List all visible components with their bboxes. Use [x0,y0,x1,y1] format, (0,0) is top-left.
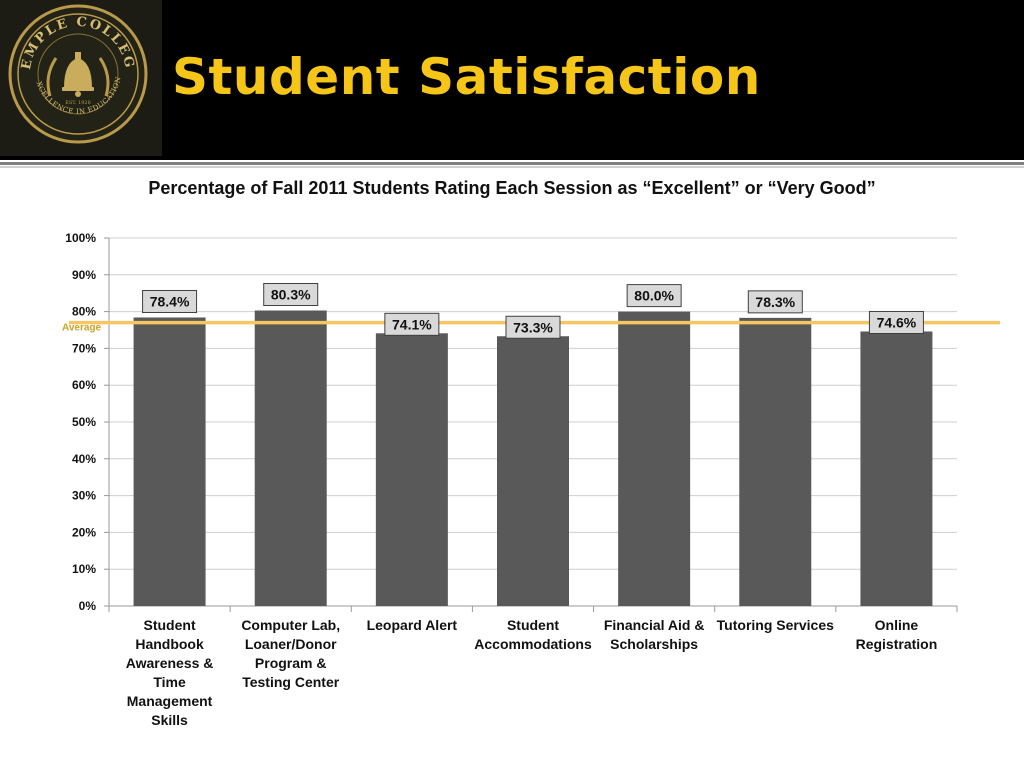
bar [618,311,691,606]
y-tick-label: 70% [72,341,96,355]
y-tick-label: 100% [65,231,96,245]
data-label-box [747,290,803,314]
y-tick-label: 0% [79,599,97,613]
bar [133,317,206,606]
data-label-box [868,310,924,334]
data-label: 78.4% [150,293,190,309]
x-category-label: Online Registration [855,617,938,652]
data-label-box [142,289,198,313]
logo: TEMPLE COLLEGE EXCELLENCE IN EDUCATION E… [0,0,162,156]
data-label: 80.3% [271,286,311,302]
y-tick-label: 40% [72,452,96,466]
y-tick-label: 90% [72,268,96,282]
data-label-box [505,315,561,339]
data-label: 78.3% [755,294,795,310]
bar [497,336,569,606]
bar [375,333,448,606]
header-divider-light [0,166,1024,168]
data-label-box [263,282,319,306]
y-tick-label: 10% [72,562,96,576]
x-category-label: Student Accommodations [474,617,592,652]
bar [860,331,933,606]
data-label-box [626,284,682,308]
y-tick-label: 80% [72,305,96,319]
data-label: 80.0% [634,288,674,304]
average-label: Average [62,323,102,334]
y-tick-label: 30% [72,489,96,503]
y-tick-label: 50% [72,415,96,429]
header-divider [0,162,1024,165]
x-category-label: Leopard Alert [366,617,458,633]
slide-header: TEMPLE COLLEGE EXCELLENCE IN EDUCATION E… [0,0,1024,160]
seal-center-text: EST. 1926 [65,100,91,106]
x-category-label: Tutoring Services [716,617,834,633]
data-label: 74.1% [392,316,432,332]
data-label-box [384,312,440,336]
y-tick-label: 20% [72,525,96,539]
x-category-label: Student Handbook Awareness & Time Manage… [125,617,214,728]
x-category-label: Financial Aid & Scholarships [603,617,705,652]
y-tick-label: 60% [72,378,96,392]
slide-title: Student Satisfaction [172,48,761,106]
data-label: 73.3% [513,319,553,335]
temple-college-seal-icon: TEMPLE COLLEGE EXCELLENCE IN EDUCATION E… [0,0,148,144]
chart-title: Percentage of Fall 2011 Students Rating … [148,178,876,198]
bar [739,317,812,606]
bar [254,310,327,606]
x-category-label: Computer Lab, Loaner/Donor Program & Tes… [241,617,341,690]
data-label: 74.6% [877,314,917,330]
